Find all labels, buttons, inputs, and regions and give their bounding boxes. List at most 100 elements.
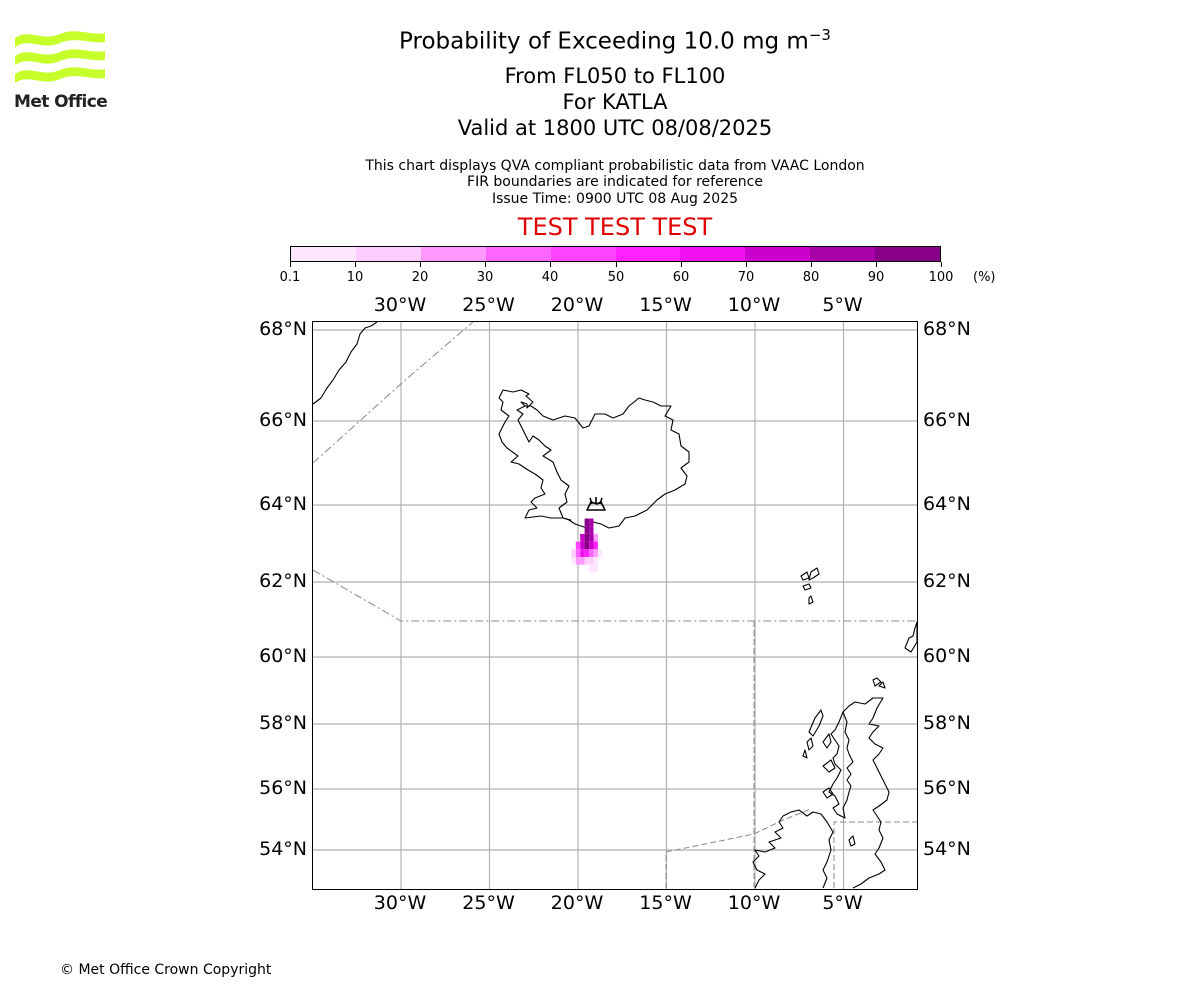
ash-probability-cell [597, 549, 603, 557]
colorbar-tick [876, 262, 877, 267]
met-office-logo: Met Office [14, 30, 108, 112]
colorbar-tick-label: 50 [607, 270, 625, 285]
ash-probability-cell [589, 541, 594, 550]
ash-probability-cell [584, 549, 589, 557]
latitude-label-left: 66°N [259, 409, 307, 431]
flight-level-title: From FL050 to FL100 [504, 64, 726, 88]
latitude-label-right: 58°N [923, 712, 971, 734]
latitude-label-left: 64°N [259, 493, 307, 515]
volcano-katla-marker [586, 497, 606, 511]
colorbar-tick [485, 262, 486, 267]
fir-boundary-greenland [313, 322, 474, 464]
colorbar-tick-label: 40 [541, 270, 559, 285]
test-banner: TEST TEST TEST [517, 213, 713, 241]
colorbar-tick-label: 20 [411, 270, 429, 285]
volcano-title: For KATLA [562, 90, 668, 114]
colorbar-segment [680, 247, 746, 261]
coastline-shetland [904, 621, 917, 653]
latitude-label-right: 54°N [923, 838, 971, 860]
coastline-faroe-sandoy [808, 595, 814, 605]
longitude-label-bottom: 30°W [373, 892, 427, 914]
coastline-orkney [872, 677, 886, 689]
ash-probability-cell [571, 557, 576, 565]
logo-wordmark: Met Office [14, 92, 108, 112]
colorbar-tick-label: 80 [802, 270, 820, 285]
fir-boundary-uk [833, 821, 917, 888]
fir-boundaries [313, 322, 917, 888]
graticule [313, 322, 917, 889]
longitude-label-top: 15°W [639, 294, 692, 316]
ash-probability-cell [580, 533, 585, 542]
ash-probability-cell [584, 526, 589, 534]
ash-probability-cell [575, 557, 581, 565]
ash-probability-cell [584, 541, 589, 550]
latitude-label-left: 62°N [259, 570, 307, 592]
ash-probability-cell [589, 564, 594, 573]
coastline-outer-hebrides [802, 709, 824, 759]
ash-probability-cell [589, 526, 594, 534]
longitude-label-top: 20°W [550, 294, 604, 316]
colorbar-segment [550, 247, 616, 261]
subtitle-line-2: FIR boundaries are indicated for referen… [467, 174, 763, 190]
ash-probability-cell [584, 557, 589, 565]
ash-probability-cell [575, 541, 581, 550]
latitude-label-left: 60°N [259, 645, 307, 667]
latitude-label-left: 54°N [259, 838, 307, 860]
ash-probability-cell [589, 549, 594, 557]
colorbar-tick [550, 262, 551, 267]
colorbar-tick [616, 262, 617, 267]
colorbar-tick-label: 90 [867, 270, 885, 285]
longitude-label-top: 25°W [462, 294, 515, 316]
latitude-label-left: 68°N [259, 318, 307, 340]
colorbar-tick [420, 262, 421, 267]
ash-probability-cell [593, 533, 598, 542]
longitude-label-bottom: 10°W [727, 892, 781, 914]
colorbar-tick [290, 262, 291, 267]
coastline-ireland [752, 809, 834, 889]
issue-time: Issue Time: 0900 UTC 08 Aug 2025 [491, 191, 739, 207]
latitude-label-right: 64°N [923, 493, 971, 515]
latitude-label-right: 60°N [923, 645, 971, 667]
fir-boundary-shanwick [665, 808, 812, 888]
colorbar-segment [355, 247, 421, 261]
latitude-label-left: 58°N [259, 712, 307, 734]
ash-probability-cell [593, 564, 598, 573]
chart-title: Probability of Exceeding 10.0 mg m−3 [399, 26, 831, 55]
latitude-label-right: 68°N [923, 318, 971, 340]
colorbar-tick-label: 60 [672, 270, 690, 285]
ash-probability-cell [589, 518, 594, 527]
coastline-islay [822, 787, 834, 799]
coastline-greenland [313, 322, 378, 405]
copyright-notice: © Met Office Crown Copyright [60, 962, 272, 978]
ash-probability-cell [593, 541, 598, 550]
ash-probability-cell [584, 533, 589, 542]
coastline-mull [822, 759, 836, 773]
colorbar-tick-label: 10 [346, 270, 364, 285]
map-panel[interactable] [312, 321, 918, 890]
probability-colorbar [290, 246, 941, 262]
coastline-iceland [498, 389, 690, 529]
coastline-isle-of-man [848, 835, 856, 847]
latitude-label-right: 66°N [923, 409, 971, 431]
coastline-faroe-vagar [802, 583, 812, 591]
subtitle-line-1: This chart displays QVA compliant probab… [365, 158, 865, 174]
colorbar-tick-label: 100 [928, 270, 954, 285]
coastline-skye [822, 733, 832, 749]
colorbar-tick [355, 262, 356, 267]
colorbar-segment [291, 247, 356, 261]
ash-probability-cell [589, 557, 594, 565]
coastline-scotland [828, 697, 890, 889]
fir-boundary-61n [313, 569, 917, 622]
colorbar-tick-label: 0.1 [279, 270, 301, 285]
coastline-faroe-eysturoy [808, 567, 820, 581]
coastlines [313, 322, 917, 889]
ash-probability-cell [580, 541, 585, 550]
colorbar-segment [420, 247, 486, 261]
ash-probability-cell [580, 549, 585, 557]
colorbar-tick [746, 262, 747, 267]
colorbar-segment [615, 247, 681, 261]
colorbar-segment [875, 247, 941, 261]
colorbar-unit: (%) [973, 270, 996, 285]
ash-probability-cell [571, 549, 576, 557]
longitude-label-bottom: 5°W [822, 892, 863, 914]
